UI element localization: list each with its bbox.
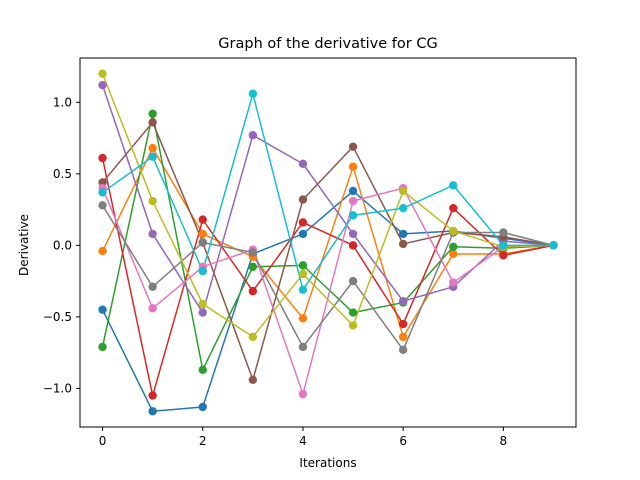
series-7-point <box>148 304 157 313</box>
series-10-point <box>98 188 107 197</box>
series-6-point <box>398 239 408 249</box>
series-10-point <box>148 152 157 161</box>
series-4-point <box>248 286 258 296</box>
series-2-point <box>98 246 107 256</box>
series-1-point <box>198 402 207 412</box>
series-2-line <box>101 147 554 338</box>
series-6-line <box>101 121 554 381</box>
x-tick-label: 6 <box>399 434 407 448</box>
y-tick-label: −0.5 <box>43 310 72 324</box>
series-10-point <box>198 266 207 276</box>
series-7-point <box>449 278 458 287</box>
y-tick-label: 0.0 <box>53 238 72 252</box>
series-2-point <box>449 249 458 259</box>
series-2-point <box>398 332 408 342</box>
series-6-point <box>298 195 308 204</box>
series-5-point <box>198 308 207 317</box>
series-9-point <box>148 196 157 206</box>
series-1-point <box>148 407 157 416</box>
x-axis-label: Iterations <box>299 456 356 470</box>
series-3-line <box>101 113 554 371</box>
series-10-point <box>348 211 358 220</box>
x-tick-label: 4 <box>299 434 307 448</box>
series-8-point <box>499 228 508 237</box>
series-3-point <box>148 109 157 118</box>
x-tick-label: 8 <box>500 434 508 448</box>
series-4-point <box>98 153 107 163</box>
series-8-point <box>398 345 408 354</box>
series-9-point <box>449 226 458 236</box>
series-5-point <box>248 131 258 140</box>
series-8-point <box>348 276 358 286</box>
series-9-point <box>98 69 107 78</box>
series-9-point <box>298 269 308 279</box>
series-2-point <box>148 143 157 153</box>
y-tick-label: 0.5 <box>53 167 72 181</box>
series-1-point <box>398 229 408 239</box>
series-9-point <box>248 332 258 342</box>
series-4-point <box>298 218 308 227</box>
x-tick-label: 2 <box>199 434 207 448</box>
series-8-line <box>101 204 554 351</box>
series-10-point <box>398 203 408 213</box>
plot-area <box>98 69 558 416</box>
series-9-point <box>348 321 358 330</box>
series-5-point <box>148 229 157 239</box>
series-8-point <box>198 238 207 247</box>
series-5-point <box>98 80 107 90</box>
series-5-point <box>298 159 308 169</box>
series-7-line <box>101 187 554 395</box>
series-9-point <box>398 186 408 196</box>
y-axis-label: Derivative <box>17 214 31 276</box>
series-4-point <box>348 241 358 250</box>
series-7-point <box>348 196 358 206</box>
series-9-line <box>101 73 554 338</box>
series-6-point <box>348 142 358 151</box>
series-5-line <box>101 84 554 314</box>
series-3-point <box>348 308 358 317</box>
series-3-point <box>449 242 458 251</box>
series-1-point <box>98 305 107 314</box>
series-6-point <box>148 118 157 127</box>
series-8-point <box>298 342 308 352</box>
y-tick-label: 1.0 <box>53 95 72 109</box>
axes: 0 2 4 6 8 −1.0 −0.5 0.0 0.5 1.0 <box>43 57 577 448</box>
series-7-point <box>298 389 308 399</box>
series-8-point <box>148 282 157 292</box>
series-10-point <box>248 89 258 98</box>
series-4-point <box>198 215 207 224</box>
series-8-point <box>248 248 258 257</box>
series-6-point <box>248 375 258 384</box>
series-10-line <box>102 93 554 291</box>
series-5-point <box>398 296 408 306</box>
series-3-point <box>198 365 207 374</box>
series-2-point <box>198 229 207 239</box>
series-1-point <box>348 186 358 196</box>
series-2-point <box>298 314 308 323</box>
axes-frame <box>79 57 577 428</box>
series-2-point <box>348 162 358 171</box>
series-3-point <box>98 342 107 352</box>
x-tick-label: 0 <box>99 434 107 448</box>
y-tick-label: −1.0 <box>43 381 72 395</box>
series-4-point <box>499 251 508 260</box>
series-9-point <box>198 299 207 309</box>
series-4-point <box>148 391 157 400</box>
series-4-point <box>398 319 408 329</box>
series-10-point <box>449 181 458 190</box>
series-10-point <box>549 241 558 250</box>
series-4-line <box>101 157 554 397</box>
series-10-point <box>298 285 308 294</box>
series-5-point <box>348 229 358 239</box>
series-3-point <box>248 262 258 272</box>
series-1-point <box>298 229 308 239</box>
series-4-point <box>449 203 458 213</box>
series-10-point <box>499 241 508 250</box>
chart-title: Graph of the derivative for CG <box>218 36 437 52</box>
series-8-point <box>98 201 107 210</box>
series-3-point <box>298 261 308 270</box>
